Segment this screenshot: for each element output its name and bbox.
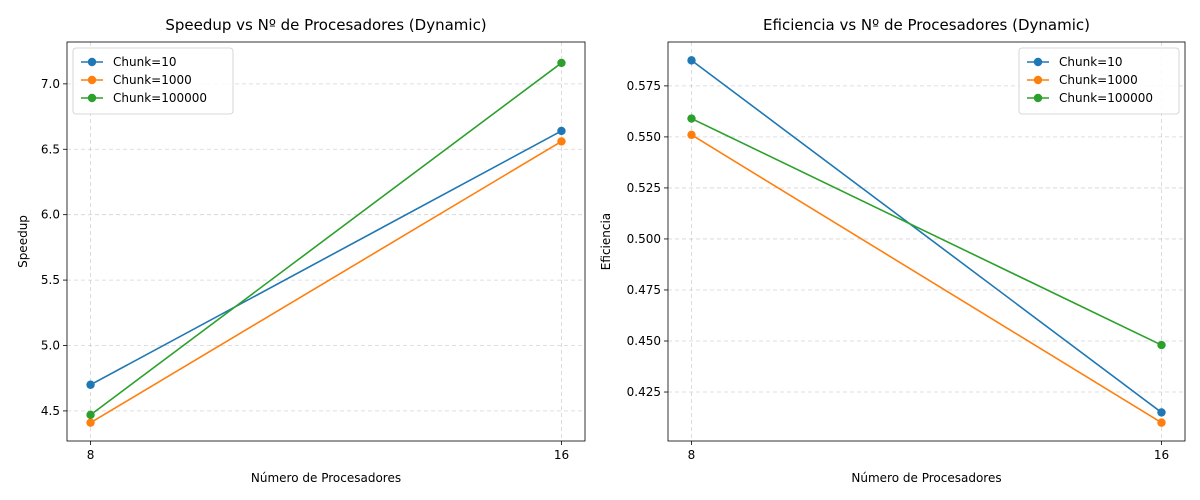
chart-2: 0.425 0.450 0.475 0.500 0.525 0.550 0.575 8 16 Ef…: [599, 16, 1186, 485]
data-point: [557, 126, 566, 136]
legend: Chunk=10 Chunk=1000 Chunk=100000: [1018, 47, 1180, 115]
legend-label: Chunk=100000: [113, 91, 207, 105]
legend-label: Chunk=1000: [113, 73, 192, 87]
series-line-1: [691, 59, 1162, 414]
y-tick-label: 0.575: [627, 79, 661, 93]
x-tick-label: 8: [87, 448, 95, 462]
plot-frame: [667, 41, 1186, 442]
series-line-3: [691, 117, 1162, 346]
y-axis-label: Speedup: [16, 215, 30, 268]
y-tick-label: 6.5: [41, 142, 60, 156]
legend-box: [72, 47, 234, 115]
data-point: [1157, 408, 1166, 417]
y-tick-label: 4.5: [41, 404, 60, 418]
x-axis-label: Número de Procesadores: [251, 471, 401, 485]
y-tick-label: 0.425: [627, 385, 661, 399]
legend-box: [1018, 47, 1180, 115]
y-tick-label: 5.5: [41, 273, 60, 287]
legend: Chunk=10 Chunk=1000 Chunk=100000: [72, 47, 234, 115]
data-point: [86, 380, 95, 389]
data-point: [687, 114, 696, 123]
x-tick-label: 16: [554, 448, 569, 462]
legend-swatch-marker: [1033, 75, 1043, 85]
y-tick-label: 0.550: [627, 130, 661, 144]
x-axis-label: Número de Procesadores: [851, 471, 1001, 485]
data-point: [557, 137, 566, 146]
y-tick-label: 0.450: [627, 334, 661, 348]
x-tick-label: 16: [1154, 448, 1169, 462]
legend-label: Chunk=1000: [1059, 73, 1138, 87]
data-point: [687, 130, 696, 140]
series-line-2: [90, 140, 562, 424]
y-tick-label: 7.0: [41, 77, 60, 91]
chart-title: Eficiencia vs Nº de Procesadores (Dynami…: [763, 16, 1090, 34]
legend-label: Chunk=100000: [1059, 91, 1153, 105]
series-line-3: [90, 62, 562, 416]
data-point: [86, 410, 95, 420]
legend-swatch-marker: [87, 93, 97, 103]
y-tick-label: 0.475: [627, 283, 661, 297]
y-tick-label: 6.0: [41, 208, 60, 222]
plot-frame: [66, 41, 586, 442]
legend-swatch-marker: [87, 75, 97, 85]
legend-swatch-marker: [87, 57, 97, 67]
legend-label: Chunk=10: [113, 55, 176, 69]
y-axis-label: Eficiencia: [599, 213, 613, 270]
x-tick-label: 8: [688, 448, 696, 462]
legend-label: Chunk=10: [1059, 55, 1122, 69]
y-tick-label: 5.0: [41, 339, 60, 353]
data-point: [1157, 418, 1166, 427]
chart-1: 4.5 5.0 5.5 6.0 6.5 7.0 8 16 Speedup vs Nº de Pr…: [16, 16, 586, 485]
y-tick-label: 0.525: [627, 181, 661, 195]
data-point: [687, 56, 696, 65]
series-line-1: [90, 130, 562, 386]
data-point: [1157, 340, 1166, 350]
y-tick-label: 0.500: [627, 232, 661, 246]
data-point: [557, 58, 566, 68]
series-line-2: [691, 134, 1162, 424]
legend-swatch-marker: [1033, 93, 1043, 103]
legend-swatch-marker: [1033, 57, 1043, 67]
chart-title: Speedup vs Nº de Procesadores (Dynamic): [165, 16, 486, 34]
data-point: [86, 418, 95, 427]
